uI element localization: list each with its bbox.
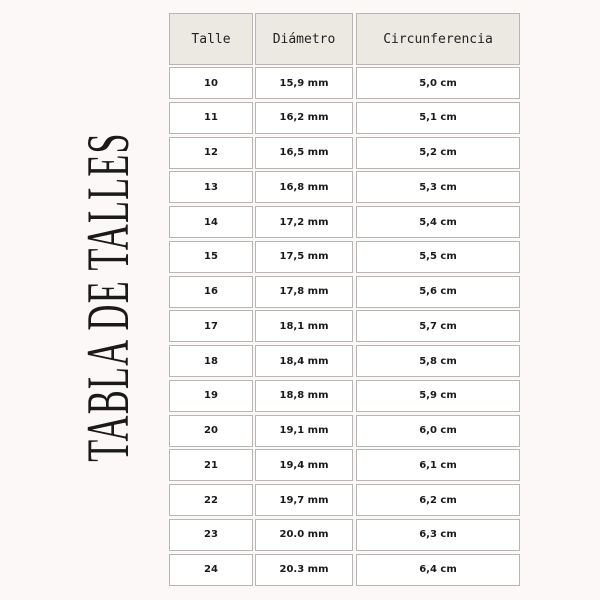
cell-talle: 11 xyxy=(169,101,253,134)
cell-diametro: 17,5 mm xyxy=(255,240,353,273)
header-circunferencia: Circunferencia xyxy=(356,13,520,65)
cell-talle: 19 xyxy=(169,379,253,412)
cell-talle: 17 xyxy=(169,310,253,343)
cell-circunferencia: 6,3 cm xyxy=(356,518,520,551)
cell-talle: 10 xyxy=(169,67,253,99)
cell-talle: 22 xyxy=(169,484,253,516)
cell-diametro: 16,5 mm xyxy=(255,136,353,169)
cell-diametro: 16,2 mm xyxy=(255,101,353,134)
cell-talle: 23 xyxy=(169,518,253,551)
header-talle: Talle xyxy=(169,13,253,65)
cell-diametro: 18,8 mm xyxy=(255,379,353,412)
cell-diametro: 19,7 mm xyxy=(255,484,353,516)
header-diametro: Diámetro xyxy=(255,13,353,65)
cell-circunferencia: 5,2 cm xyxy=(356,136,520,169)
cell-talle: 24 xyxy=(169,553,253,586)
cell-diametro: 15,9 mm xyxy=(255,67,353,99)
cell-talle: 14 xyxy=(169,206,253,238)
cell-talle: 15 xyxy=(169,240,253,273)
cell-talle: 20 xyxy=(169,414,253,447)
page-title: TABLA DE TALLES xyxy=(75,132,141,462)
cell-circunferencia: 5,5 cm xyxy=(356,240,520,273)
cell-talle: 12 xyxy=(169,136,253,169)
cell-circunferencia: 5,8 cm xyxy=(356,345,520,377)
cell-diametro: 18,4 mm xyxy=(255,345,353,377)
cell-diametro: 20.0 mm xyxy=(255,518,353,551)
cell-diametro: 20.3 mm xyxy=(255,553,353,586)
cell-diametro: 17,2 mm xyxy=(255,206,353,238)
cell-diametro: 16,8 mm xyxy=(255,171,353,204)
cell-circunferencia: 5,3 cm xyxy=(356,171,520,204)
cell-diametro: 18,1 mm xyxy=(255,310,353,343)
cell-circunferencia: 6,0 cm xyxy=(356,414,520,447)
cell-circunferencia: 5,4 cm xyxy=(356,206,520,238)
cell-circunferencia: 5,0 cm xyxy=(356,67,520,99)
cell-diametro: 19,4 mm xyxy=(255,449,353,482)
cell-diametro: 17,8 mm xyxy=(255,275,353,308)
cell-circunferencia: 5,1 cm xyxy=(356,101,520,134)
cell-circunferencia: 6,1 cm xyxy=(356,449,520,482)
cell-circunferencia: 5,7 cm xyxy=(356,310,520,343)
cell-talle: 13 xyxy=(169,171,253,204)
cell-talle: 16 xyxy=(169,275,253,308)
cell-circunferencia: 6,4 cm xyxy=(356,553,520,586)
cell-circunferencia: 5,6 cm xyxy=(356,275,520,308)
cell-talle: 21 xyxy=(169,449,253,482)
cell-circunferencia: 5,9 cm xyxy=(356,379,520,412)
cell-diametro: 19,1 mm xyxy=(255,414,353,447)
cell-circunferencia: 6,2 cm xyxy=(356,484,520,516)
cell-talle: 18 xyxy=(169,345,253,377)
